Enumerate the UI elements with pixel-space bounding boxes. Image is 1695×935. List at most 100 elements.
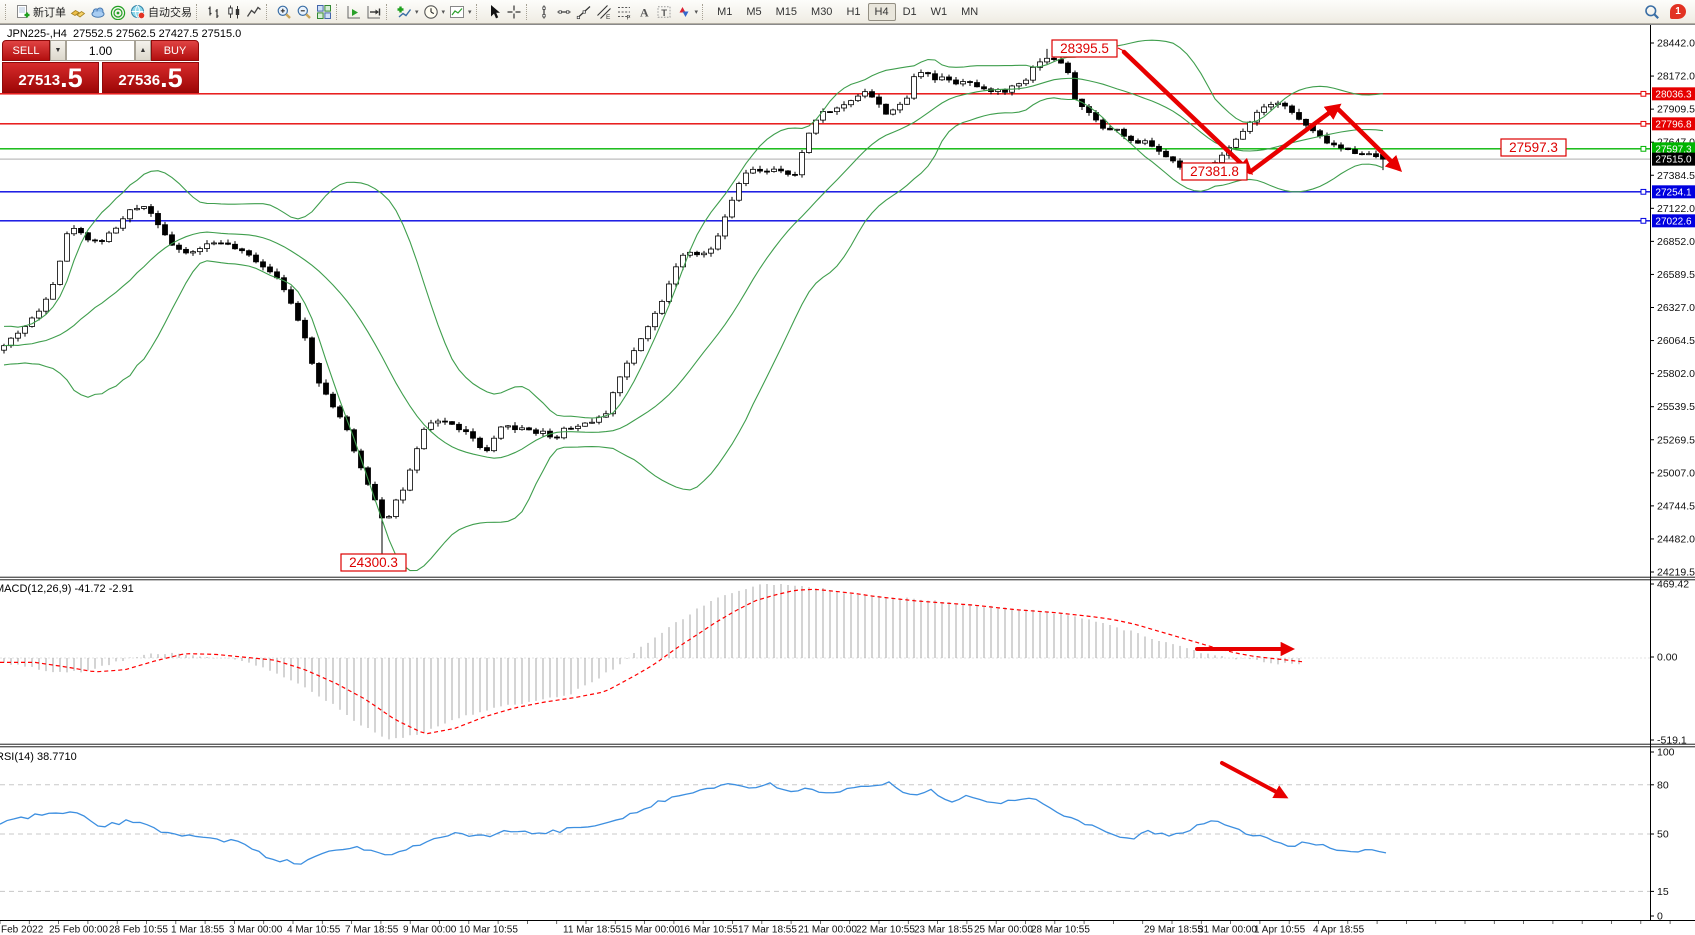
- price-tick-label: 26589.5: [1657, 269, 1695, 281]
- price-level-badge: [1652, 214, 1695, 228]
- price-tick-label: 25802.0: [1657, 368, 1695, 380]
- auto-scroll-button[interactable]: [344, 2, 364, 22]
- time-tick-label: 29 Mar 18:55: [1144, 925, 1203, 935]
- price-annotation[interactable]: 24300.3: [340, 553, 407, 572]
- deposit-button[interactable]: [68, 2, 88, 22]
- volume-input[interactable]: 1.00: [66, 40, 135, 61]
- chevron-down-icon: ▾: [415, 8, 419, 16]
- sell-price-display[interactable]: 27513.5: [2, 62, 99, 93]
- rsi-label: RSI(14) 38.7710: [0, 751, 77, 763]
- timeframe-mn[interactable]: MN: [961, 5, 979, 18]
- timeframe-d1[interactable]: D1: [902, 5, 917, 18]
- svg-text:A: A: [640, 5, 649, 19]
- fibo-button[interactable]: F: [614, 2, 634, 22]
- price-annotation[interactable]: 27381.8: [1181, 162, 1248, 181]
- bollinger-bands[interactable]: [3, 39, 1384, 572]
- trend-arrow[interactable]: [1121, 49, 1254, 175]
- time-tick-label: 7 Mar 18:55: [345, 925, 399, 935]
- time-tick-label: Feb 2022: [1, 925, 44, 935]
- timeframe-h4[interactable]: H4: [867, 2, 896, 21]
- macd-signal-line[interactable]: [0, 588, 1303, 735]
- sell-button[interactable]: SELL: [2, 40, 50, 61]
- shift-icon: [366, 4, 382, 20]
- bar-chart-button[interactable]: [204, 2, 224, 22]
- chevron-down-icon: ▾: [441, 8, 446, 16]
- text-button[interactable]: A: [634, 2, 654, 22]
- signals-button[interactable]: [108, 2, 128, 22]
- candle-chart-button[interactable]: [224, 2, 244, 22]
- timeframe-h1[interactable]: H1: [846, 5, 861, 18]
- tile-windows-button[interactable]: [314, 2, 334, 22]
- chevron-down-icon: ▾: [468, 8, 472, 16]
- svg-text:28036.3: 28036.3: [1655, 89, 1692, 100]
- buy-price-display[interactable]: 27536.5: [102, 62, 199, 93]
- time-tick-label: 28 Feb 10:55: [109, 925, 168, 935]
- vline-button[interactable]: [534, 2, 554, 22]
- timeframe-m5[interactable]: M5: [746, 5, 762, 18]
- volume-decrease-button[interactable]: ▼: [50, 40, 66, 61]
- toolbar-groups: 新订单 自动交易 ▾ ▾ ▾ E F A T ▾ M1 M5 M15 M30 H1 H4 D1 W1 MN: [3, 2, 985, 22]
- price-tick-label: 26064.5: [1657, 335, 1695, 347]
- rsi-trend-arrow[interactable]: [1220, 761, 1289, 799]
- volume-increase-button[interactable]: ▲: [135, 40, 151, 61]
- svg-text:24300.3: 24300.3: [349, 555, 398, 570]
- label-button[interactable]: T: [654, 2, 674, 22]
- toolbar-grip: [702, 3, 707, 20]
- globe-icon: [130, 4, 146, 20]
- hline-button[interactable]: [554, 2, 574, 22]
- indicator-plus-icon: [396, 4, 412, 20]
- toolbar-grip: [196, 3, 201, 20]
- autotrade-button[interactable]: 自动交易: [128, 2, 194, 22]
- macd-panel: MACD(12,26,9) -41.72 -2.91: [0, 583, 1650, 740]
- macd-label: MACD(12,26,9) -41.72 -2.91: [0, 583, 134, 595]
- candles-icon: [226, 4, 242, 20]
- bars-icon: [206, 4, 222, 20]
- sell-price-pips: .5: [60, 63, 83, 93]
- buy-button[interactable]: BUY: [151, 40, 199, 61]
- account-button[interactable]: [88, 2, 108, 22]
- trend-arrow[interactable]: [1247, 103, 1342, 175]
- rsi-axis-label: 0: [1657, 911, 1663, 923]
- macd-histogram: [3, 584, 1300, 740]
- trend-arrow[interactable]: [1334, 105, 1403, 172]
- periods-button[interactable]: ▾: [421, 2, 448, 22]
- timeframe-m1[interactable]: M1: [717, 5, 733, 18]
- price-level-badge: [1652, 117, 1695, 131]
- tiles-icon: [316, 4, 332, 20]
- arrows-button[interactable]: ▾: [674, 2, 701, 22]
- panel-separators[interactable]: [0, 24, 1695, 922]
- chart-shift-button[interactable]: [364, 2, 384, 22]
- new-order-button[interactable]: 新订单: [13, 2, 68, 22]
- svg-text:28395.5: 28395.5: [1060, 41, 1109, 56]
- rsi-line[interactable]: [0, 781, 1387, 865]
- macd-axis-label: 0.00: [1657, 652, 1678, 664]
- timeframe-m30[interactable]: M30: [811, 5, 833, 18]
- toolbar-grip: [266, 3, 271, 20]
- line-chart-button[interactable]: [244, 2, 264, 22]
- trendline-button[interactable]: [574, 2, 594, 22]
- notification-badge[interactable]: 1: [1670, 4, 1686, 19]
- cursor-button[interactable]: [484, 2, 504, 22]
- crosshair-icon: [506, 4, 522, 20]
- svg-text:E: E: [606, 14, 611, 20]
- time-tick-label: 31 Mar 00:00: [1198, 925, 1257, 935]
- template-icon: [449, 4, 465, 20]
- time-tick-label: 11 Mar 18:55: [563, 925, 622, 935]
- textT-icon: T: [656, 4, 672, 20]
- chart-canvas[interactable]: 28395.5 27381.8 24300.3 27597.3 MACD(12,26,9…: [0, 24, 1695, 935]
- crosshair-button[interactable]: [504, 2, 524, 22]
- zoom-out-button[interactable]: [294, 2, 314, 22]
- toolbar-grip: [5, 3, 10, 20]
- price-annotation[interactable]: 27597.3: [1500, 138, 1567, 157]
- price-tick-label: 27384.5: [1657, 170, 1695, 182]
- timeframe-w1[interactable]: W1: [930, 5, 948, 18]
- new-order-button-label: 新订单: [33, 6, 66, 19]
- price-annotation[interactable]: 28395.5: [1051, 39, 1118, 58]
- templates-button[interactable]: ▾: [447, 2, 474, 22]
- zoom-in-button[interactable]: [274, 2, 294, 22]
- indicators-button[interactable]: ▾: [394, 2, 421, 22]
- timeframe-m15[interactable]: M15: [775, 5, 798, 18]
- search-icon[interactable]: [1642, 2, 1662, 22]
- time-tick-label: 1 Mar 18:55: [171, 925, 225, 935]
- channel-button[interactable]: E: [594, 2, 614, 22]
